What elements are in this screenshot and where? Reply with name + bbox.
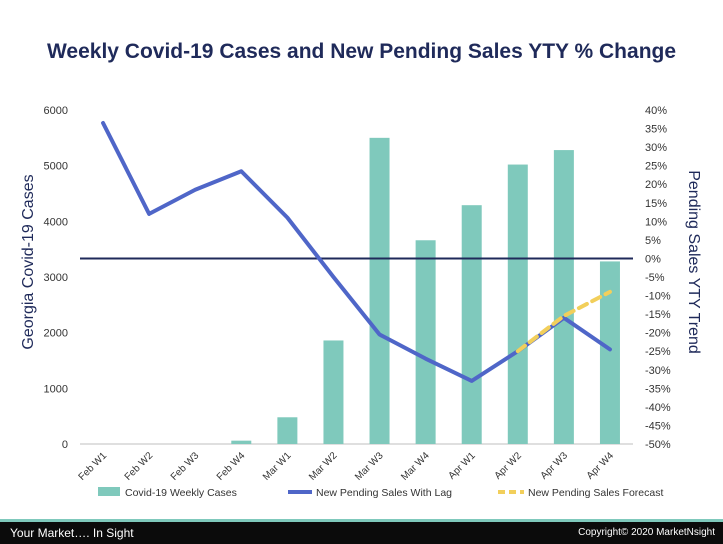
x-tick-label: Apr W4 [585, 450, 617, 482]
x-tick-label: Apr W1 [446, 450, 478, 482]
y-axis-left-label: Georgia Covid-19 Cases [20, 174, 37, 349]
y-right-tick-label: 30% [645, 142, 667, 154]
y-right-tick-label: -50% [645, 439, 671, 451]
bar-covid-cases [507, 164, 528, 444]
y-right-tick-label: -40% [645, 402, 671, 414]
y-left-tick-label: 2000 [44, 328, 68, 340]
legend-swatch-covid-cases [98, 487, 120, 496]
y-right-tick-label: 25% [645, 161, 667, 173]
y-left-tick-label: 1000 [44, 383, 68, 395]
x-tick-label: Apr W3 [539, 450, 571, 482]
y-right-tick-label: 15% [645, 198, 667, 210]
x-tick-label: Mar W1 [261, 450, 294, 483]
chart-canvas: 0 1000 2000 3000 4000 5000 6000 -50% -45% -40% -35… [20, 105, 702, 499]
legend-label-covid-cases: Covid-19 Weekly Cases [125, 487, 237, 499]
x-tick-label: Mar W3 [353, 450, 386, 483]
y-right-tick-label: -45% [645, 420, 671, 432]
y-left-tick-label: 5000 [44, 161, 68, 173]
footer-accent-bar [0, 519, 723, 522]
y-right-tick-label: -10% [645, 291, 671, 303]
y-left-tick-label: 0 [62, 439, 68, 451]
y-left-tick-label: 4000 [44, 216, 68, 228]
y-right-tick-label: -15% [645, 309, 671, 321]
y-right-tick-label: -30% [645, 365, 671, 377]
y-right-tick-label: -20% [645, 328, 671, 340]
y-axis-right-label: Pending Sales YTY Trend [685, 170, 702, 354]
x-tick-label: Apr W2 [493, 450, 525, 482]
chart-title: Weekly Covid-19 Cases and New Pending Sa… [46, 40, 677, 63]
y-right-tick-label: 0% [645, 253, 661, 265]
y-right-tick-label: 35% [645, 124, 667, 136]
bar-covid-cases [599, 261, 620, 444]
footer-tagline: Your Market…. In Sight [10, 526, 134, 540]
footer-bar: Your Market…. In Sight Copyright© 2020 M… [0, 522, 723, 544]
bar-covid-cases [231, 440, 252, 444]
footer-copyright: Copyright© 2020 MarketNsight [578, 527, 715, 538]
bar-covid-cases [369, 137, 390, 445]
x-tick-label: Mar W2 [307, 450, 340, 483]
bar-covid-cases [277, 417, 298, 444]
series-line-pending-sales-lag [101, 120, 612, 383]
y-right-tick-label: 40% [645, 105, 667, 117]
y-right-tick-label: -25% [645, 346, 671, 358]
x-tick-label: Feb W1 [77, 450, 110, 483]
y-right-tick-label: 20% [645, 179, 667, 191]
legend-label-pending-sales-lag: New Pending Sales With Lag [316, 487, 452, 499]
bar-covid-cases [553, 150, 574, 444]
legend-label-pending-sales-forecast: New Pending Sales Forecast [528, 487, 663, 499]
x-tick-label: Feb W4 [215, 450, 248, 483]
y-right-tick-label: 10% [645, 216, 667, 228]
series-line-pending-sales-forecast [515, 289, 612, 354]
bar-covid-cases [461, 205, 482, 444]
bar-covid-cases [415, 240, 436, 444]
y-right-tick-label: -35% [645, 383, 671, 395]
x-tick-label: Feb W3 [169, 450, 202, 483]
x-tick-label: Feb W2 [123, 450, 156, 483]
bar-covid-cases [323, 340, 344, 444]
y-left-tick-label: 3000 [44, 272, 68, 284]
x-tick-label: Mar W4 [399, 450, 432, 483]
y-right-tick-label: 5% [645, 235, 661, 247]
y-left-tick-label: 6000 [44, 105, 68, 117]
y-right-tick-label: -5% [645, 272, 665, 284]
